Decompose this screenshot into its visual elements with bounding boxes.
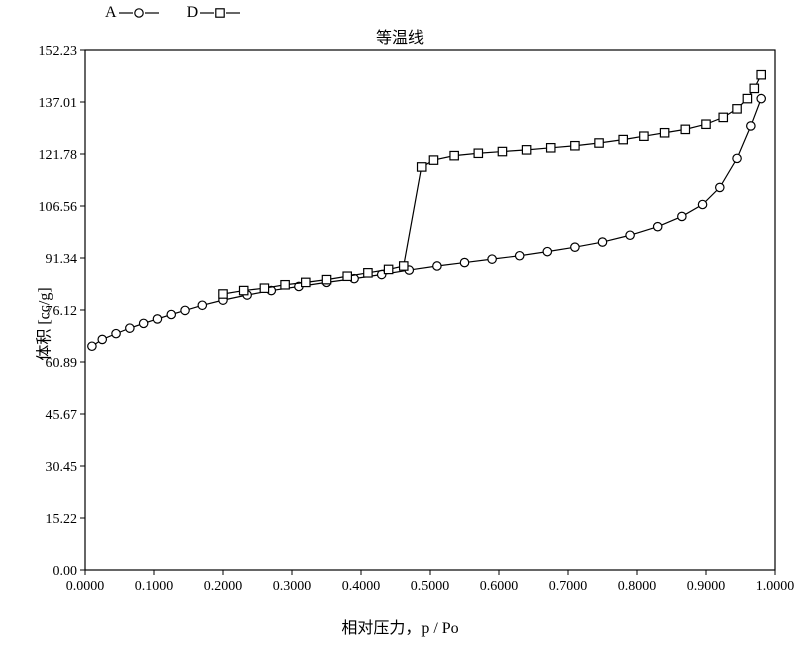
y-tick-label: 60.89	[46, 356, 78, 371]
series-D-marker	[384, 265, 392, 273]
series-D-marker	[450, 151, 458, 159]
y-tick-label: 106.56	[39, 200, 78, 215]
series-D-marker	[302, 278, 310, 286]
series-A-marker	[571, 243, 579, 251]
x-tick-label: 0.6000	[480, 579, 519, 594]
series-D-marker	[660, 129, 668, 137]
y-tick-label: 121.78	[39, 148, 78, 163]
y-tick-label: 76.12	[46, 304, 78, 319]
series-D-marker	[400, 262, 408, 270]
x-tick-label: 1.0000	[756, 579, 795, 594]
x-tick-label: 0.9000	[687, 579, 726, 594]
series-D-marker	[702, 120, 710, 128]
series-D-marker	[219, 290, 227, 298]
series-D-marker	[240, 286, 248, 294]
series-D-marker	[522, 146, 530, 154]
series-A-marker	[757, 94, 765, 102]
x-tick-label: 0.7000	[549, 579, 588, 594]
series-A-marker	[488, 255, 496, 263]
series-D-marker	[743, 94, 751, 102]
series-D-marker	[757, 70, 765, 78]
series-A-marker	[716, 183, 724, 191]
series-D-marker	[571, 142, 579, 150]
series-D-marker	[364, 269, 372, 277]
series-A-marker	[126, 324, 134, 332]
series-D-marker	[619, 135, 627, 143]
series-D-marker	[498, 147, 506, 155]
x-tick-label: 0.5000	[411, 579, 450, 594]
series-A-marker	[516, 252, 524, 260]
series-A-marker	[598, 238, 606, 246]
series-D-marker	[418, 163, 426, 171]
series-A-marker	[654, 223, 662, 231]
x-tick-label: 0.8000	[618, 579, 657, 594]
y-tick-label: 137.01	[39, 96, 78, 111]
x-tick-label: 0.3000	[273, 579, 312, 594]
series-A-marker	[698, 200, 706, 208]
series-A-marker	[88, 342, 96, 350]
series-D-marker	[640, 132, 648, 140]
series-A-marker	[733, 154, 741, 162]
x-tick-label: 0.2000	[204, 579, 243, 594]
series-A-marker	[181, 306, 189, 314]
series-A-marker	[112, 329, 120, 337]
series-A-marker	[98, 335, 106, 343]
series-D-marker	[281, 281, 289, 289]
series-D-marker	[343, 272, 351, 280]
series-D-marker	[322, 275, 330, 283]
x-tick-label: 0.4000	[342, 579, 381, 594]
series-A-marker	[460, 258, 468, 266]
series-D-marker	[719, 113, 727, 121]
isotherm-chart: { "title": "等温线", "xlabel": "相对压力，p / Po…	[0, 0, 800, 648]
series-A-marker	[139, 319, 147, 327]
series-D-marker	[474, 149, 482, 157]
y-tick-label: 0.00	[53, 564, 78, 579]
series-D-marker	[547, 144, 555, 152]
series-A-marker	[543, 247, 551, 255]
series-A-marker	[153, 315, 161, 323]
x-tick-label: 0.1000	[135, 579, 174, 594]
series-D-marker	[429, 156, 437, 164]
series-A-marker	[626, 231, 634, 239]
series-A-marker	[198, 301, 206, 309]
series-A-marker	[167, 310, 175, 318]
y-tick-label: 30.45	[46, 460, 78, 475]
series-D-marker	[681, 125, 689, 133]
plot-svg: 0.00 15.22 30.45 45.67 60.89 76.12 91.34 106.56…	[0, 0, 800, 648]
x-tick-label: 0.0000	[66, 579, 105, 594]
series-D-marker	[260, 284, 268, 292]
y-tick-label: 152.23	[39, 44, 78, 59]
y-tick-label: 91.34	[46, 252, 78, 267]
series-A-marker	[678, 212, 686, 220]
series-A-marker	[433, 262, 441, 270]
series-A-marker	[747, 122, 755, 130]
series-D-marker	[595, 139, 603, 147]
y-tick-label: 15.22	[46, 512, 78, 527]
y-tick-label: 45.67	[46, 408, 78, 423]
series-D-marker	[750, 84, 758, 92]
series-D-marker	[733, 105, 741, 113]
